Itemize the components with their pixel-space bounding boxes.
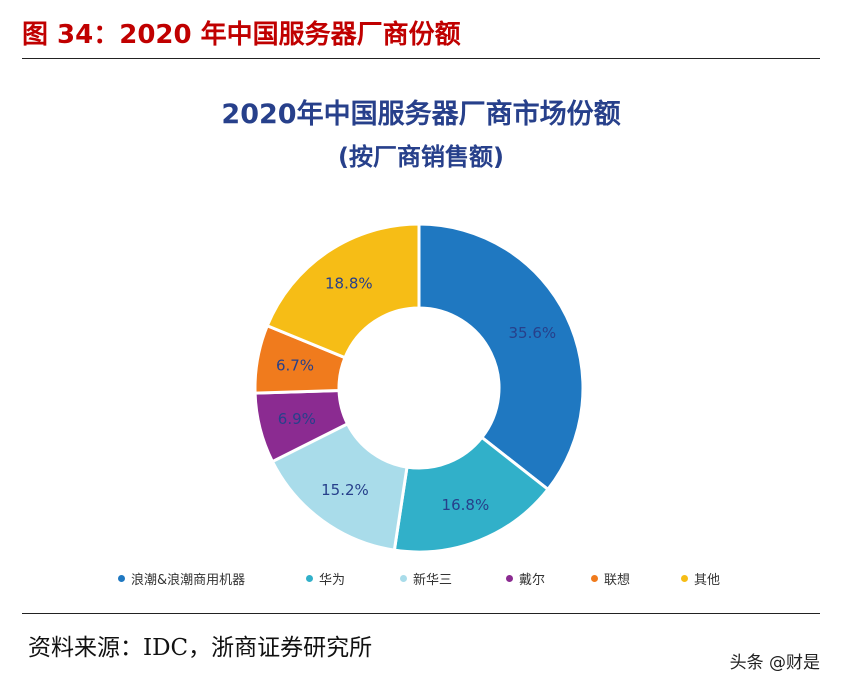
legend-item-3: 戴尔 xyxy=(506,569,545,588)
legend-label: 新华三 xyxy=(413,573,453,588)
legend-item-4: 联想 xyxy=(591,569,630,588)
legend-label: 华为 xyxy=(319,573,346,588)
legend-item-5: 其他 xyxy=(681,569,720,588)
legend-item-1: 华为 xyxy=(306,569,345,588)
chart-legend: 浪潮&浪潮商用机器 华为 新华三 戴尔 联想 其他 xyxy=(0,569,842,593)
donut-slice-0 xyxy=(417,222,585,492)
chart-title: 2020年中国服务器厂商市场份额 xyxy=(221,99,621,130)
legend-swatch xyxy=(118,575,125,582)
legend-swatch xyxy=(681,575,688,582)
slice-label-2: 15.2% xyxy=(321,481,369,499)
slice-label-0: 35.6% xyxy=(508,324,556,342)
legend-swatch xyxy=(400,575,407,582)
legend-item-2: 新华三 xyxy=(400,569,452,588)
figure-title: 图 34：2020 年中国服务器厂商份额 xyxy=(22,20,461,50)
source-note: 资料来源：IDC，浙商证券研究所 xyxy=(28,635,373,661)
legend-swatch xyxy=(591,575,598,582)
top-divider xyxy=(22,58,820,59)
chart-subtitle: (按厂商销售额) xyxy=(338,143,504,171)
legend-swatch xyxy=(506,575,513,582)
legend-label: 浪潮&浪潮商用机器 xyxy=(131,573,246,588)
slice-label-1: 16.8% xyxy=(442,496,490,514)
bottom-divider xyxy=(22,613,820,614)
slice-label-3: 6.9% xyxy=(278,410,316,428)
legend-swatch xyxy=(306,575,313,582)
slice-label-4: 6.7% xyxy=(276,357,314,375)
legend-label: 其他 xyxy=(694,573,721,588)
donut-chart: 35.6% 16.8% 15.2% 6.9% 6.7% 18.8% xyxy=(253,222,585,554)
legend-label: 联想 xyxy=(604,573,631,588)
donut-slice-5 xyxy=(265,222,421,360)
watermark: 头条 @财是 xyxy=(729,653,820,673)
legend-label: 戴尔 xyxy=(519,573,546,588)
slice-label-5: 18.8% xyxy=(325,274,373,292)
donut-slice-1 xyxy=(392,435,551,554)
legend-item-0: 浪潮&浪潮商用机器 xyxy=(118,569,245,588)
